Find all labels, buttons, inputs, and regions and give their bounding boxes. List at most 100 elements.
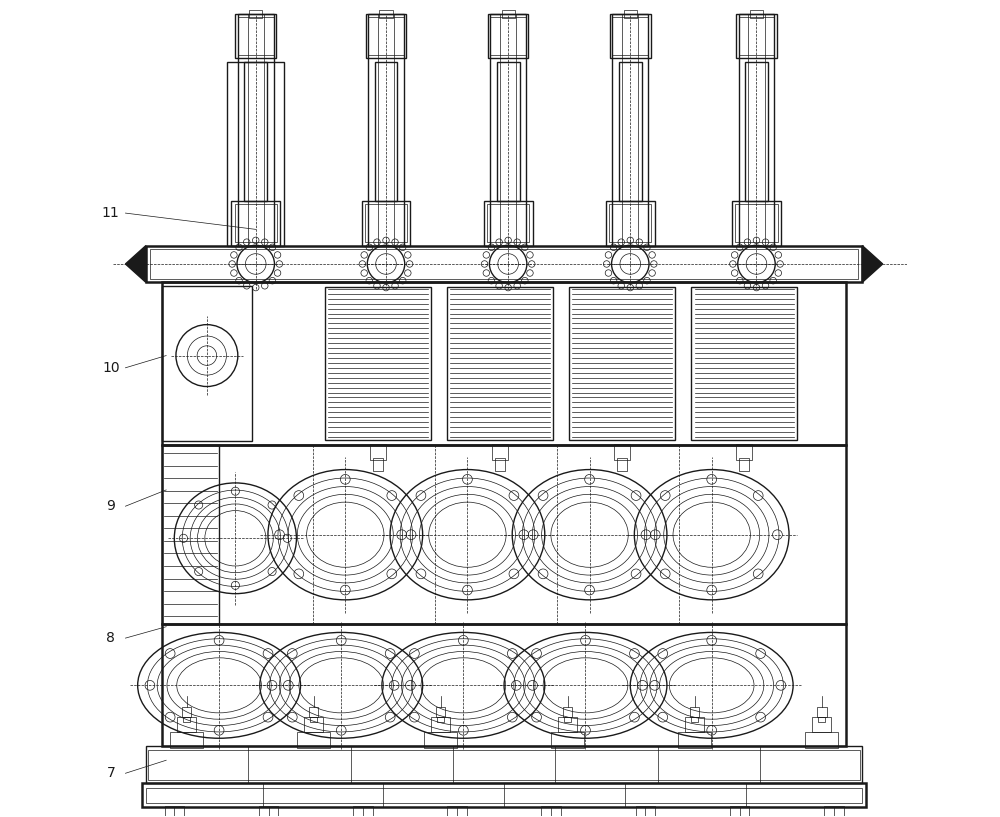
Bar (304, 717, 323, 732)
Bar (424, 732, 457, 748)
Bar (739, 17, 774, 55)
Bar (735, 204, 778, 243)
Text: 7: 7 (106, 766, 115, 780)
Bar (817, 708, 827, 717)
Bar (490, 14, 526, 246)
Bar (612, 14, 648, 246)
Bar (177, 717, 196, 732)
Bar (748, 14, 765, 246)
Bar (162, 287, 252, 441)
Bar (614, 444, 630, 460)
Bar (541, 806, 561, 815)
Bar (373, 458, 383, 471)
Bar (368, 14, 404, 246)
Bar (162, 445, 219, 624)
Bar (750, 10, 763, 18)
Bar (436, 708, 445, 717)
Bar (619, 62, 642, 201)
Polygon shape (125, 246, 146, 283)
Bar (162, 445, 846, 624)
Bar (551, 732, 584, 748)
Bar (249, 10, 262, 18)
Bar (500, 14, 516, 246)
Text: 9: 9 (106, 499, 115, 513)
Bar (297, 732, 330, 748)
Bar (238, 14, 274, 246)
Bar (325, 288, 431, 440)
Bar (142, 783, 866, 807)
Bar (148, 750, 860, 779)
Bar (609, 204, 651, 243)
Bar (170, 732, 203, 748)
Bar (370, 444, 386, 460)
Bar (739, 458, 749, 471)
Bar (162, 624, 846, 747)
Bar (487, 204, 529, 243)
Bar (490, 17, 526, 55)
Bar (227, 62, 284, 246)
Bar (362, 201, 410, 246)
Bar (248, 14, 264, 246)
Bar (231, 201, 280, 246)
Bar (146, 747, 862, 783)
Bar (502, 10, 515, 18)
Bar (165, 806, 184, 815)
Bar (730, 806, 749, 815)
Bar (805, 732, 838, 748)
Bar (182, 708, 191, 717)
Bar (235, 14, 276, 58)
Bar (183, 717, 190, 722)
Bar (678, 732, 711, 748)
Bar (310, 717, 317, 722)
Bar (691, 717, 698, 722)
Bar (309, 708, 318, 717)
Bar (610, 14, 651, 58)
Bar (622, 14, 638, 246)
Polygon shape (862, 246, 883, 283)
Bar (818, 717, 825, 722)
Bar (379, 10, 393, 18)
Bar (690, 708, 699, 717)
Bar (732, 201, 781, 246)
Bar (569, 288, 675, 440)
Bar (636, 806, 655, 815)
Bar (378, 14, 394, 246)
Bar (558, 717, 577, 732)
Bar (259, 806, 278, 815)
Text: 11: 11 (102, 206, 120, 220)
Bar (244, 62, 267, 201)
Bar (365, 204, 407, 243)
Bar (146, 788, 862, 802)
Bar (150, 249, 858, 279)
Bar (497, 62, 520, 201)
Bar (162, 283, 846, 445)
Text: 8: 8 (106, 631, 115, 645)
Bar (739, 14, 774, 246)
Bar (353, 806, 373, 815)
Bar (235, 204, 277, 243)
Bar (685, 717, 704, 732)
Bar (691, 288, 797, 440)
Bar (447, 806, 467, 815)
Bar (366, 14, 406, 58)
Bar (812, 717, 831, 732)
Bar (431, 717, 450, 732)
Bar (564, 717, 571, 722)
Bar (606, 201, 655, 246)
Bar (563, 708, 572, 717)
Bar (437, 717, 444, 722)
Bar (238, 17, 274, 55)
Bar (824, 806, 844, 815)
Bar (492, 444, 508, 460)
Bar (495, 458, 505, 471)
Bar (488, 14, 528, 58)
Bar (736, 444, 752, 460)
Bar (745, 62, 768, 201)
Bar (447, 288, 553, 440)
Text: 10: 10 (102, 361, 120, 375)
Bar (146, 246, 862, 283)
Bar (375, 62, 397, 201)
Bar (484, 201, 533, 246)
Bar (624, 10, 637, 18)
Bar (736, 14, 777, 58)
